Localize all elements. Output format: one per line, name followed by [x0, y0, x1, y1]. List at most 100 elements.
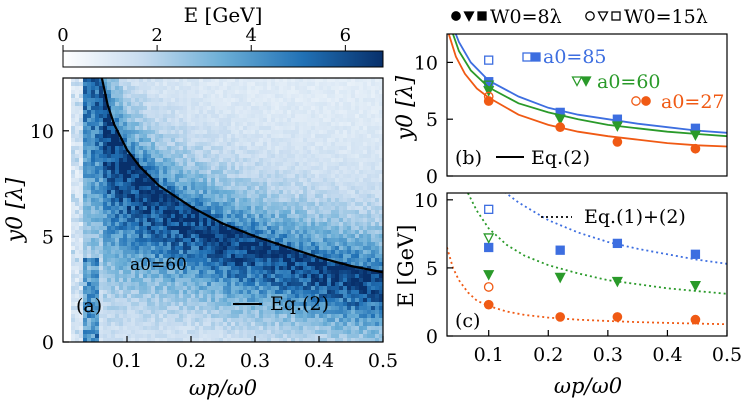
heatmap-cell	[355, 314, 360, 319]
heatmap-cell	[247, 174, 252, 179]
heatmap-cell	[291, 318, 296, 323]
heatmap-cell	[367, 186, 372, 191]
heatmap-cell	[259, 198, 264, 203]
heatmap-cell	[71, 158, 76, 163]
heatmap-cell	[219, 322, 224, 327]
heatmap-cell	[143, 222, 148, 227]
heatmap-cell	[275, 230, 280, 235]
heatmap-cell	[303, 194, 308, 199]
heatmap-cell	[371, 202, 376, 207]
heatmap-cell	[151, 286, 156, 291]
heatmap-cell	[303, 118, 308, 123]
heatmap-cell	[367, 266, 372, 271]
heatmap-cell	[259, 290, 264, 295]
heatmap-cell	[75, 270, 80, 275]
heatmap-cell	[307, 114, 312, 119]
heatmap-cell	[307, 78, 312, 83]
heatmap-cell	[311, 98, 316, 103]
heatmap-cell	[255, 198, 260, 203]
heatmap-cell	[191, 290, 196, 295]
heatmap-cell	[283, 86, 288, 91]
heatmap-cell	[175, 258, 180, 263]
heatmap-cell	[343, 214, 348, 219]
heatmap-cell	[299, 102, 304, 107]
heatmap-cell	[115, 294, 120, 299]
heatmap-cell	[151, 94, 156, 99]
heatmap-cell	[251, 210, 256, 215]
heatmap-cell	[271, 110, 276, 115]
heatmap-cell	[287, 314, 292, 319]
heatmap-cell	[295, 318, 300, 323]
heatmap-cell	[115, 202, 120, 207]
heatmap-cell	[327, 202, 332, 207]
heatmap-cell	[95, 134, 100, 139]
heatmap-cell	[267, 194, 272, 199]
heatmap-cell	[279, 298, 284, 303]
heatmap-cell	[79, 170, 84, 175]
heatmap-cell	[251, 238, 256, 243]
heatmap-cell	[379, 102, 383, 107]
heatmap-cell	[287, 258, 292, 263]
heatmap-cell	[311, 298, 316, 303]
heatmap-cell	[303, 174, 308, 179]
heatmap-cell	[179, 138, 184, 143]
heatmap-cell	[183, 322, 188, 327]
heatmap-cell	[343, 170, 348, 175]
heatmap-cell	[359, 282, 364, 287]
heatmap-cell	[367, 282, 372, 287]
heatmap-cell	[103, 326, 108, 331]
heatmap-cell	[127, 250, 132, 255]
heatmap-cell	[255, 182, 260, 187]
heatmap-cell	[195, 110, 200, 115]
heatmap-cell	[163, 310, 168, 315]
heatmap-cell	[79, 282, 84, 287]
heatmap-cell	[127, 298, 132, 303]
heatmap-cell	[379, 306, 383, 311]
heatmap-cell	[103, 242, 108, 247]
heatmap-cell	[147, 162, 152, 167]
heatmap-cell	[187, 174, 192, 179]
heatmap-cell	[103, 310, 108, 315]
heatmap-cell	[303, 126, 308, 131]
heatmap-cell	[367, 162, 372, 167]
heatmap-cell	[195, 306, 200, 311]
heatmap-cell	[379, 134, 383, 139]
heatmap-cell	[103, 134, 108, 139]
heatmap-cell	[263, 318, 268, 323]
heatmap-cell	[363, 202, 368, 207]
heatmap-cell	[351, 202, 356, 207]
heatmap-cell	[355, 134, 360, 139]
heatmap-cell	[255, 322, 260, 327]
heatmap-cell	[107, 294, 112, 299]
heatmap-cell	[363, 222, 368, 227]
heatmap-cell	[163, 242, 168, 247]
heatmap-cell	[327, 278, 332, 283]
heatmap-cell	[115, 166, 120, 171]
heatmap-cell	[235, 242, 240, 247]
heatmap-cell	[299, 266, 304, 271]
heatmap-cell	[151, 82, 156, 87]
heatmap-cell	[331, 286, 336, 291]
heatmap-cell	[331, 238, 336, 243]
heatmap-cell	[243, 206, 248, 211]
heatmap-cell	[223, 298, 228, 303]
heatmap-cell	[251, 174, 256, 179]
heatmap-cell	[203, 250, 208, 255]
heatmap-cell	[155, 162, 160, 167]
heatmap-cell	[103, 298, 108, 303]
heatmap-cell	[119, 142, 124, 147]
heatmap-cell	[347, 306, 352, 311]
heatmap-cell	[347, 178, 352, 183]
heatmap-cell	[135, 186, 140, 191]
heatmap-cell	[271, 166, 276, 171]
heatmap-cell	[123, 254, 128, 259]
heatmap-cell	[163, 306, 168, 311]
heatmap-cell	[203, 154, 208, 159]
heatmap-cell	[99, 190, 104, 195]
heatmap-cell	[327, 246, 332, 251]
heatmap-cell	[195, 214, 200, 219]
heatmap-cell	[251, 186, 256, 191]
heatmap-cell	[275, 118, 280, 123]
heatmap-cell	[71, 218, 76, 223]
heatmap-cell	[119, 118, 124, 123]
